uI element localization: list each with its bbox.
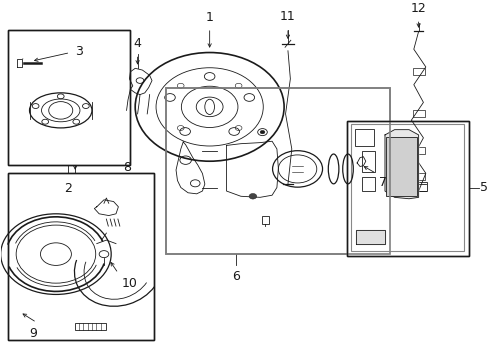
Text: 8: 8 — [123, 161, 131, 174]
Bar — [412, 68, 424, 75]
Text: 2: 2 — [64, 182, 72, 195]
Bar — [8, 174, 154, 340]
Text: 11: 11 — [280, 10, 295, 23]
Bar — [261, 216, 269, 224]
Bar — [75, 323, 106, 329]
Circle shape — [248, 193, 256, 199]
Text: 7: 7 — [379, 176, 386, 189]
Text: 9: 9 — [29, 327, 37, 340]
Bar — [166, 87, 389, 254]
Text: 6: 6 — [232, 270, 240, 283]
Text: 4: 4 — [133, 37, 141, 50]
Bar — [346, 121, 468, 256]
Polygon shape — [384, 130, 418, 199]
Bar — [346, 121, 468, 256]
Bar — [8, 30, 130, 165]
Bar — [412, 111, 424, 117]
Bar — [166, 87, 389, 254]
Bar — [409, 182, 427, 191]
Bar — [386, 137, 416, 196]
Bar — [361, 151, 375, 172]
Bar — [8, 30, 130, 165]
Circle shape — [260, 130, 264, 134]
Bar — [412, 147, 424, 154]
Text: 10: 10 — [122, 277, 137, 290]
Bar — [412, 174, 424, 180]
Text: 12: 12 — [410, 2, 426, 15]
Text: 5: 5 — [479, 181, 487, 194]
Text: 3: 3 — [75, 45, 83, 58]
Bar — [8, 174, 154, 340]
Bar — [351, 125, 463, 251]
Polygon shape — [355, 230, 384, 244]
Bar — [361, 177, 375, 191]
Text: 1: 1 — [205, 11, 213, 24]
Polygon shape — [17, 59, 22, 67]
